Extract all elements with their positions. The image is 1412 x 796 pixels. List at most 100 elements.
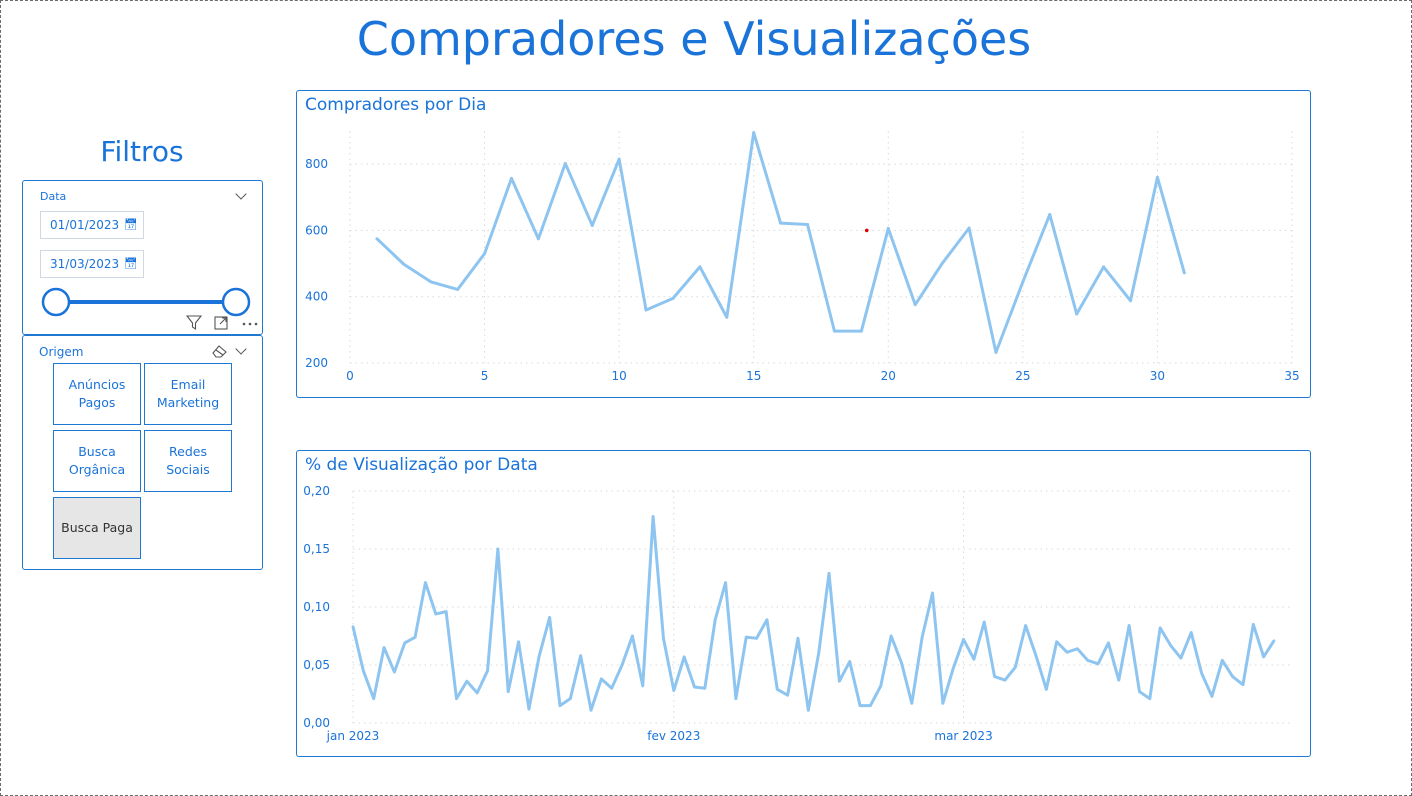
data-point	[671, 296, 675, 300]
data-point	[1158, 626, 1162, 630]
data-point	[698, 265, 702, 269]
eraser-icon[interactable]	[211, 344, 229, 358]
data-point	[920, 635, 924, 639]
data-point	[807, 708, 810, 712]
data-point	[351, 625, 355, 629]
origem-slicer[interactable]: Origem Anúncios Pagos Email Marketing Bu…	[22, 335, 263, 570]
data-point	[483, 252, 487, 256]
data-point	[589, 708, 593, 712]
data-point	[444, 610, 448, 613]
data-point	[838, 679, 841, 683]
data-point	[402, 262, 406, 266]
data-point	[1189, 631, 1193, 634]
data-point	[558, 704, 562, 707]
filters-title: Filtros	[100, 135, 184, 168]
y-tick-label: 600	[305, 223, 328, 237]
data-point	[796, 637, 800, 640]
x-tick-label: 30	[1150, 369, 1165, 383]
data-point	[1065, 650, 1069, 654]
highlight-point	[864, 228, 869, 233]
data-point	[940, 262, 944, 266]
date-slicer[interactable]: Data 01/01/2023 📅︎ 31/03/2023 📅︎	[22, 180, 263, 335]
calendar-icon[interactable]: 📅︎	[124, 257, 138, 270]
slider-end-handle[interactable]	[221, 287, 251, 317]
data-point	[1075, 312, 1079, 316]
data-point	[817, 652, 820, 655]
y-tick-label: 0,05	[303, 658, 330, 672]
data-point	[527, 707, 531, 711]
data-point	[858, 704, 862, 707]
data-point	[962, 638, 965, 641]
data-point	[1117, 678, 1121, 682]
origem-slicer-label: Origem	[39, 345, 84, 359]
data-point	[1021, 280, 1025, 284]
end-date-value: 31/03/2023	[50, 257, 120, 271]
data-point	[579, 654, 582, 658]
origem-option-anuncios-pagos[interactable]: Anúncios Pagos	[53, 363, 141, 425]
more-options-icon[interactable]	[242, 322, 258, 326]
end-date-input[interactable]: 31/03/2023 📅︎	[40, 250, 144, 278]
data-point	[806, 222, 810, 226]
data-point	[509, 176, 513, 180]
data-point	[703, 686, 707, 690]
data-point	[832, 329, 836, 333]
data-point	[434, 612, 438, 616]
data-point	[693, 685, 696, 689]
data-point	[456, 287, 460, 291]
data-point	[617, 157, 621, 161]
origem-option-email-marketing[interactable]: Email Marketing	[144, 363, 232, 425]
data-point	[1179, 656, 1183, 660]
data-point	[713, 618, 717, 622]
data-point	[537, 654, 541, 658]
data-point	[982, 620, 986, 624]
slider-start-handle[interactable]	[41, 287, 71, 317]
chart-visualizacao-card[interactable]: % de Visualização por Data 0,00 0,05 0,10 0…	[296, 450, 1311, 757]
chevron-down-icon[interactable]	[235, 343, 247, 355]
data-point	[724, 581, 727, 584]
data-point	[382, 646, 386, 649]
data-point	[536, 237, 540, 241]
calendar-icon[interactable]: 📅︎	[124, 218, 138, 231]
filter-icon[interactable]	[185, 315, 203, 331]
data-point	[1129, 299, 1133, 303]
data-point	[725, 315, 729, 319]
data-point	[1169, 643, 1172, 647]
report-title: Compradores e Visualizações	[356, 12, 1032, 66]
data-point	[1086, 659, 1090, 662]
data-point	[869, 704, 872, 707]
date-range-slider[interactable]	[23, 281, 262, 331]
origem-option-redes-sociais[interactable]: Redes Sociais	[144, 430, 232, 492]
data-point	[889, 634, 893, 638]
data-point	[827, 572, 831, 575]
x-tick-label: 20	[881, 369, 896, 383]
x-tick-label: fev 2023	[647, 729, 700, 743]
data-point	[941, 701, 945, 705]
data-point	[496, 547, 500, 551]
data-point	[1055, 640, 1058, 644]
y-tick-label: 0,15	[303, 542, 330, 556]
start-date-input[interactable]: 01/01/2023 📅︎	[40, 211, 144, 239]
data-point	[682, 655, 686, 659]
chart-compradores-card[interactable]: Compradores por Dia 0 5 10 15 20 25 30 35 200 400…	[296, 90, 1311, 398]
data-point	[662, 637, 665, 640]
data-point	[631, 634, 634, 638]
x-tick-label: jan 2023	[326, 729, 380, 743]
data-point	[620, 663, 624, 667]
data-point	[651, 515, 655, 518]
data-point	[879, 684, 883, 688]
y-tick-label: 0,20	[303, 484, 330, 498]
chart-visualizacao-title: % de Visualização por Data	[305, 455, 538, 475]
data-point	[734, 697, 738, 700]
data-point	[1148, 697, 1152, 700]
data-point	[951, 667, 955, 670]
data-point	[910, 701, 914, 705]
origem-option-busca-organica[interactable]: Busca Orgânica	[53, 430, 141, 492]
origem-option-busca-paga[interactable]: Busca Paga	[53, 497, 141, 559]
data-point	[1210, 695, 1214, 698]
chart-compradores-title: Compradores por Dia	[305, 95, 487, 115]
chevron-down-icon[interactable]	[235, 188, 247, 200]
data-point	[859, 329, 863, 333]
data-point	[886, 226, 890, 230]
data-point	[993, 675, 996, 678]
focus-mode-icon[interactable]	[214, 316, 228, 330]
